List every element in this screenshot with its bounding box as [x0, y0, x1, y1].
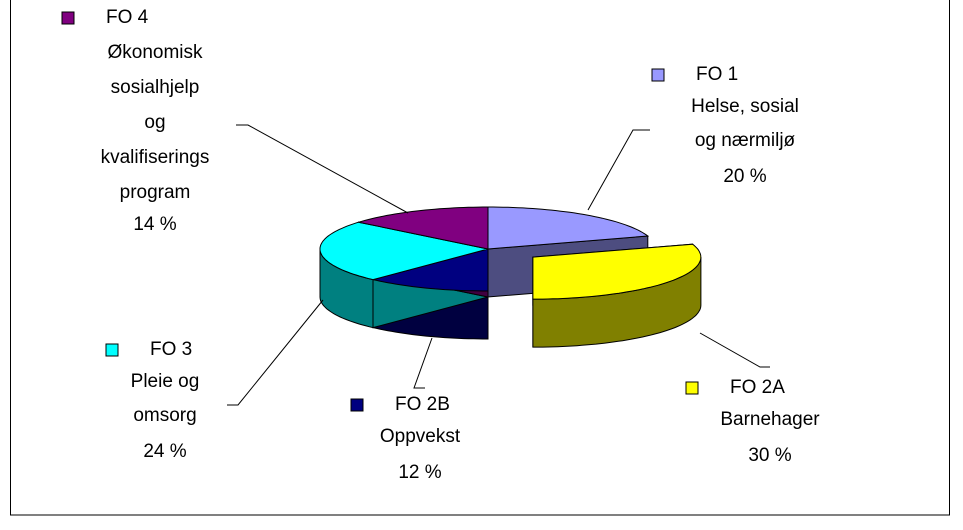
value-label: 24 % [143, 441, 186, 462]
slice-label: program [120, 182, 191, 203]
value-label: 30 % [748, 445, 791, 466]
slice [319, 221, 489, 281]
slice-label: omsorg [133, 405, 196, 426]
legend-swatch [61, 11, 75, 25]
value-label: 20 % [723, 166, 766, 187]
slice-label: FO 4 [106, 7, 149, 28]
slice-label: FO 2A [730, 377, 785, 398]
slice-label: Oppvekst [380, 426, 461, 447]
slice [532, 243, 702, 300]
leader-line [413, 337, 433, 389]
slice-label: kvalifiserings [101, 147, 210, 168]
slice-label: FO 1 [696, 64, 738, 85]
slice-label: sosialhjelp [111, 77, 200, 98]
leader-line [587, 129, 650, 211]
slice-label: FO 3 [150, 339, 192, 360]
slice-label: Pleie og [131, 371, 200, 392]
legend-swatch [105, 343, 119, 357]
legend-swatch [685, 381, 699, 395]
slice [487, 206, 650, 250]
slice-label: Barnehager [720, 409, 820, 430]
value-label: 12 % [398, 462, 441, 483]
slice [358, 206, 489, 250]
leader-line [236, 124, 409, 214]
legend-swatch [651, 68, 665, 82]
slice-label: FO 2B [395, 394, 450, 415]
value-label: 14 % [133, 214, 176, 235]
slice-label: og [144, 112, 165, 133]
slice [372, 248, 489, 292]
slice-label: Helse, sosial [691, 96, 799, 117]
legend-swatch [350, 398, 364, 412]
slice-label: Økonomisk [107, 42, 203, 63]
leader-line [699, 332, 770, 368]
leader-line [227, 299, 324, 406]
slice-label: og nærmiljø [695, 130, 796, 151]
